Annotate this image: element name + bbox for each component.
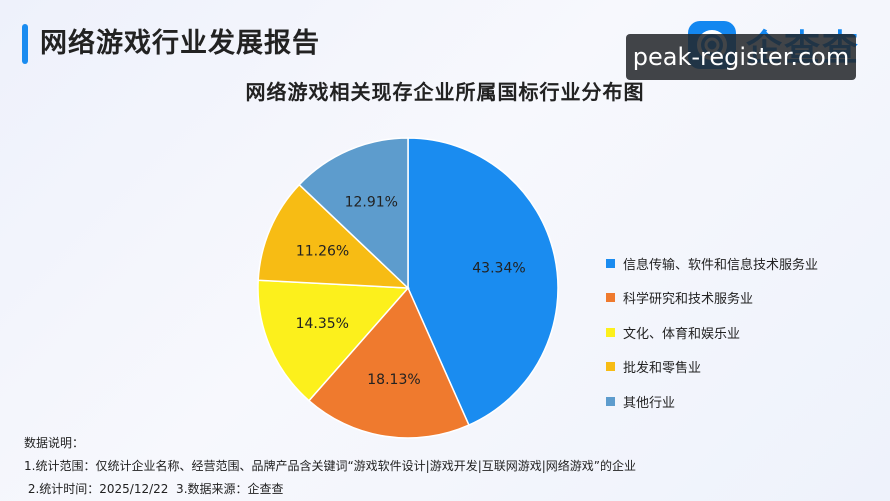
legend-swatch bbox=[606, 362, 615, 371]
pie-slice-4 bbox=[257, 183, 410, 289]
legend-swatch bbox=[606, 293, 615, 302]
chart-title: 网络游戏相关现存企业所属国标行业分布图 bbox=[245, 80, 645, 104]
notes-heading: 数据说明： bbox=[24, 436, 85, 450]
legend-swatch bbox=[606, 258, 615, 268]
legend-label: 信息传输、软件和信息技术服务业 bbox=[623, 257, 819, 273]
title-accent-bar bbox=[22, 24, 28, 64]
legend-label: 其他行业 bbox=[623, 395, 676, 411]
legend-label: 文化、体育和娱乐业 bbox=[623, 326, 741, 342]
legend-item-5: 其他行业 bbox=[606, 392, 818, 411]
legend-swatch bbox=[606, 327, 615, 337]
pie-slice-5 bbox=[298, 137, 409, 290]
notes-line-1: 1.统计范围：仅统计企业名称、经营范围、品牌产品含关键词“游戏软件设计|游戏开发… bbox=[24, 459, 637, 473]
pie-slice-3 bbox=[257, 279, 410, 402]
notes-line-2: 2.统计时间：2025/12/22 3.数据来源：企查查 bbox=[24, 482, 284, 496]
pie-slice-label-5: 12.91% bbox=[345, 195, 398, 211]
legend-item-4: 批发和零售业 bbox=[606, 358, 818, 376]
data-notes: 数据说明： 1.统计范围：仅统计企业名称、经营范围、品牌产品含关键词“游戏软件设… bbox=[24, 432, 636, 501]
legend-label: 批发和零售业 bbox=[623, 361, 702, 376]
pie-slice-label-4: 11.26% bbox=[296, 243, 349, 259]
pie-slice-label-1: 43.34% bbox=[472, 261, 525, 277]
watermark: peak-register.com bbox=[626, 34, 856, 80]
legend-item-2: 科学研究和技术服务业 bbox=[606, 289, 818, 307]
report-title: 网络游戏行业发展报告 bbox=[40, 28, 320, 59]
pie-slice-label-3: 14.35% bbox=[296, 316, 349, 332]
legend-swatch bbox=[606, 396, 615, 406]
pie-slice-label-2: 18.13% bbox=[367, 372, 420, 388]
pie-slice-2 bbox=[307, 286, 470, 439]
legend-item-1: 信息传输、软件和信息技术服务业 bbox=[606, 254, 819, 273]
pie-slice-1 bbox=[407, 137, 559, 427]
chart-legend: 信息传输、软件和信息技术服务业 科学研究和技术服务业 文化、体育和娱乐业 批发和零售业… bbox=[606, 254, 818, 427]
legend-label: 科学研究和技术服务业 bbox=[623, 292, 754, 307]
legend-item-3: 文化、体育和娱乐业 bbox=[606, 323, 818, 342]
